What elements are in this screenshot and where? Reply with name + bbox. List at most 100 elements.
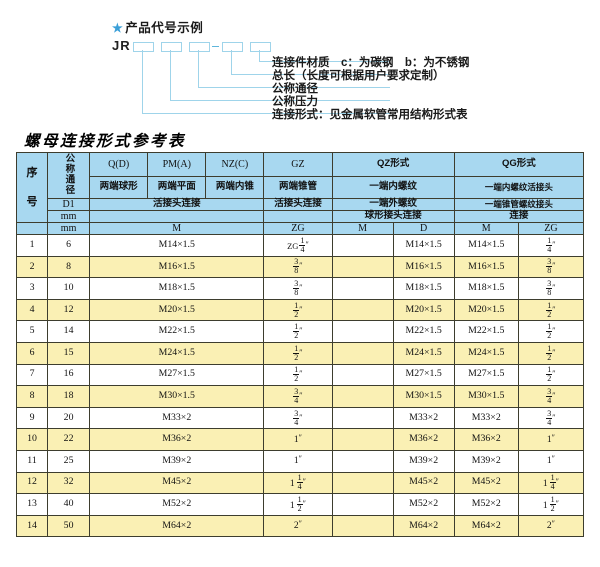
header-group-code-0: Q(D) (89, 152, 149, 177)
cell-m: M22×1.5 (89, 320, 265, 343)
cell-dn: 32 (47, 471, 91, 495)
cell-seq: 1 (15, 234, 49, 257)
cell-dn: 40 (47, 493, 91, 516)
cell-qg-zg: 1 2 ″ (517, 320, 585, 343)
cell-qg-m: M30×1.5 (453, 385, 519, 408)
header-group-desc1-0: 两端球形 (89, 175, 149, 200)
product-code-legend-2: 总长（长度可根据用户要求定制） (272, 70, 445, 82)
nut-connection-spec-table: 序号 公称通径 Q(D) PM(A) NZ(C) GZ QZ形式 QG形式 两端… (15, 152, 585, 538)
cell-dn: 50 (47, 514, 91, 538)
cell-dn: 25 (47, 449, 91, 473)
cell-qg-m: M52×2 (453, 493, 519, 516)
cell-gz: 3 8 ″ (263, 277, 333, 300)
header-group-desc2-5: 一端锥管螺纹接头 (453, 198, 585, 211)
cell-qg-zg: 1 2 ″ (517, 341, 585, 365)
header-group-code-3: GZ (263, 152, 333, 177)
cell-qz-d: M36×2 (392, 428, 455, 451)
cell-qz-m (331, 363, 394, 387)
cell-dn: 14 (47, 320, 91, 343)
cell-qg-zg: 1 4 ″ (517, 234, 585, 257)
table-row: 6 15 M24×1.5 1 2 ″ M24×1.5 M24×1.5 1 2 ″ (15, 341, 585, 365)
header-group-desc2-0: 活接头连接 (89, 198, 265, 211)
cell-dn: 6 (47, 234, 91, 257)
cell-qz-m (331, 277, 394, 300)
cell-qz-d: M52×2 (392, 493, 455, 516)
cell-qz-d: M33×2 (392, 406, 455, 430)
table-row: 9 20 M33×2 3 4 ″ M33×2 M33×2 3 4 ″ (15, 406, 585, 430)
product-code-heading: ★ 产品代号示例 (112, 17, 203, 36)
header-group-desc1-1: 两端平面 (147, 175, 207, 200)
cell-gz: ZG 1 4 ″ (263, 234, 333, 257)
header-blank-gz (263, 210, 333, 223)
product-code-box-2 (161, 42, 182, 52)
product-code-box-3 (189, 42, 210, 52)
header-unit-gz: ZG (263, 222, 333, 235)
cell-seq: 6 (15, 341, 49, 365)
leader-vertical-4 (170, 50, 172, 100)
cell-qz-m (331, 255, 394, 279)
cell-qg-m: M20×1.5 (453, 298, 519, 322)
header-dn-label: 公称通径 (63, 153, 75, 195)
product-code-box-5 (250, 42, 271, 52)
cell-dn: 20 (47, 406, 91, 430)
product-code-prefix: JR (112, 38, 131, 53)
product-code-diagram: ★ 产品代号示例 JR 连接件材质 c：为碳钢 b：为不锈钢 总长（长度可根据用户要… (0, 0, 600, 128)
cell-qg-m: M64×2 (453, 514, 519, 538)
header-row-units: mm M ZG M D M ZG (15, 222, 585, 235)
cell-dn: 18 (47, 385, 91, 408)
header-seq-label: 序号 (26, 166, 38, 208)
cell-qz-m (331, 385, 394, 408)
cell-seq: 13 (15, 493, 49, 516)
header-unit-qz-d: D (392, 222, 455, 235)
product-code-dash (212, 46, 219, 48)
cell-m: M36×2 (89, 428, 265, 451)
header-unit-m-merged: M (89, 222, 265, 235)
cell-m: M39×2 (89, 449, 265, 473)
cell-gz: 1 2 ″ (263, 298, 333, 322)
cell-dn: 12 (47, 298, 91, 322)
header-group-code-1: PM(A) (147, 152, 207, 177)
leader-vertical-5 (142, 50, 144, 113)
cell-gz: 3 4 ″ (263, 406, 333, 430)
cell-seq: 3 (15, 277, 49, 300)
product-code-legend-4: 公称压力 (272, 96, 318, 108)
table-row: 14 50 M64×2 2″ M64×2 M64×2 2″ (15, 514, 585, 538)
cell-seq: 11 (15, 449, 49, 473)
cell-m: M45×2 (89, 471, 265, 495)
cell-qg-zg: 1″ (517, 449, 585, 473)
cell-qz-d: M24×1.5 (392, 341, 455, 365)
table-row: 13 40 M52×2 1 1 2 ″ M52×2 M52×2 1 1 2 ″ (15, 493, 585, 516)
header-row-line3: D1 活接头连接 活接头连接 一端外螺纹 一端锥管螺纹接头 (17, 198, 585, 211)
header-group-code-2: NZ(C) (205, 152, 265, 177)
cell-gz: 1″ (263, 449, 333, 473)
header-row-line4: mm 球形接头连接 连接 (17, 210, 585, 223)
cell-qz-m (331, 320, 394, 343)
header-row-code: 序号 公称通径 Q(D) PM(A) NZ(C) GZ QZ形式 QG形式 (15, 152, 585, 223)
cell-qz-m (331, 449, 394, 473)
cell-qz-d: M45×2 (392, 471, 455, 495)
cell-qz-d: M16×1.5 (392, 255, 455, 279)
header-unit-qz-m: M (331, 222, 394, 235)
header-blank-left (89, 210, 265, 223)
cell-qz-m (331, 493, 394, 516)
cell-dn: 16 (47, 363, 91, 387)
cell-m: M24×1.5 (89, 341, 265, 365)
product-code-heading-text: 产品代号示例 (125, 21, 204, 35)
cell-qz-d: M22×1.5 (392, 320, 455, 343)
cell-seq: 10 (15, 428, 49, 451)
cell-qz-m (331, 428, 394, 451)
cell-dn: 10 (47, 277, 91, 300)
header-unit-qg-zg: ZG (517, 222, 585, 235)
product-code-legend-1: 连接件材质 c：为碳钢 b：为不锈钢 (272, 57, 470, 69)
header-dn-unit: mm (47, 210, 91, 223)
cell-qg-m: M16×1.5 (453, 255, 519, 279)
cell-qg-zg: 1 1 4 ″ (517, 471, 585, 495)
leader-horizontal-4 (170, 100, 390, 102)
cell-qg-m: M18×1.5 (453, 277, 519, 300)
leader-horizontal-3 (198, 87, 390, 89)
cell-qz-m (331, 234, 394, 257)
header-unit-seq (15, 222, 49, 235)
header-dn-sub: D1 (47, 198, 91, 211)
cell-qg-zg: 1″ (517, 428, 585, 451)
cell-qz-m (331, 406, 394, 430)
